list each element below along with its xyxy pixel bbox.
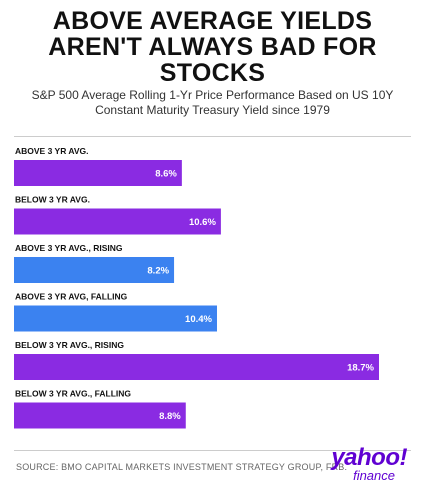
title-line-1: ABOVE AVERAGE YIELDS (52, 7, 373, 35)
bar-value-label: 18.7% (347, 363, 374, 374)
logo-sub-text: finance (353, 468, 395, 483)
bar (14, 402, 186, 429)
bar-value-label: 8.8% (159, 411, 181, 422)
top-divider (14, 136, 411, 137)
chart-title: ABOVE AVERAGE YIELDS AREN'T ALWAYS BAD F… (0, 8, 425, 86)
bar-value-label: 10.6% (189, 217, 216, 228)
logo-main-text: yahoo! (331, 444, 407, 471)
bar (14, 257, 175, 283)
title-line-3: STOCKS (159, 59, 266, 87)
bottom-divider (14, 450, 411, 451)
chart-subtitle: S&P 500 Average Rolling 1-Yr Price Perfo… (0, 88, 425, 118)
subtitle-line-1: S&P 500 Average Rolling 1-Yr Price Perfo… (31, 88, 394, 102)
bar (14, 208, 221, 235)
bar-value-label: 10.4% (185, 314, 212, 325)
bar-value-label: 8.2% (147, 266, 169, 277)
yahoo-finance-logo: yahoo! finance (331, 444, 407, 483)
bar (14, 305, 217, 332)
category-label: ABOVE 3 YR AVG, FALLING (15, 292, 128, 302)
bar-value-label: 8.6% (155, 169, 177, 180)
category-label: ABOVE 3 YR AVG. (15, 146, 89, 156)
category-label: BELOW 3 YR AVG. (15, 195, 90, 205)
bar (14, 160, 182, 186)
title-line-2: AREN'T ALWAYS BAD FOR (48, 33, 377, 61)
category-label: BELOW 3 YR AVG., FALLING (15, 389, 131, 399)
subtitle-line-2: Constant Maturity Treasury Yield since 1… (95, 103, 330, 117)
source-note: SOURCE: BMO CAPITAL MARKETS INVESTMENT S… (16, 462, 348, 472)
bar (14, 354, 379, 380)
category-label: BELOW 3 YR AVG., RISING (15, 340, 124, 350)
category-label: ABOVE 3 YR AVG., RISING (15, 243, 123, 253)
